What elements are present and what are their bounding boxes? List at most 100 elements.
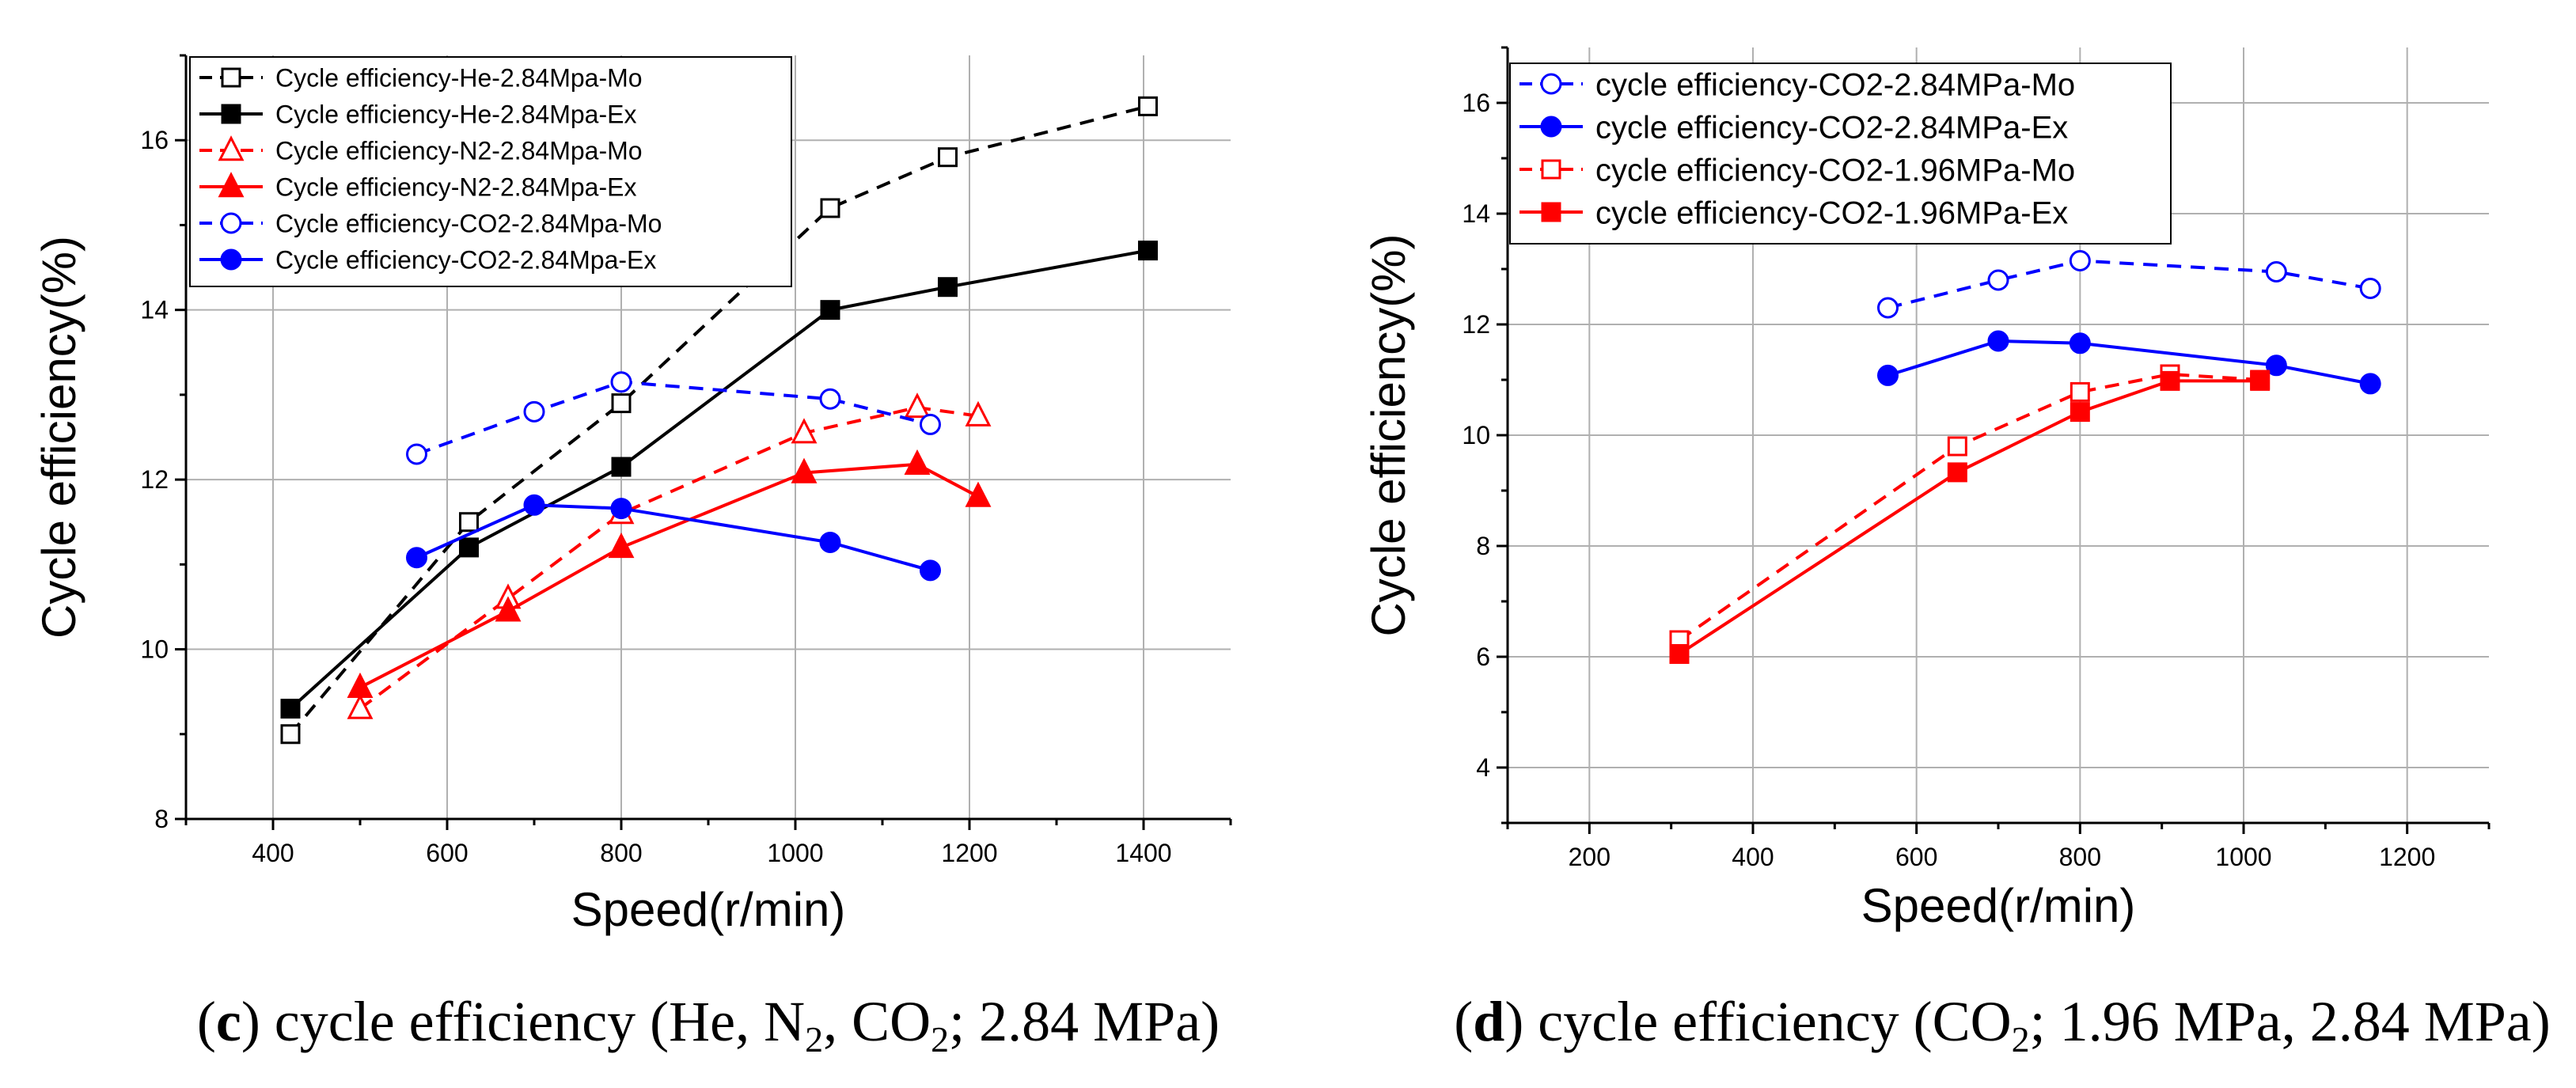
data-point xyxy=(820,198,840,218)
series-2 xyxy=(1877,330,2381,395)
x-tick-label: 1200 xyxy=(2379,843,2435,871)
series-line xyxy=(1887,259,2371,309)
y-tick-label: 14 xyxy=(1462,199,1490,228)
caption-subscript: 2 xyxy=(931,1019,949,1060)
data-point xyxy=(2359,278,2381,299)
series-5 xyxy=(406,371,941,465)
series-line xyxy=(359,405,979,711)
chart-d: 200 400 600 800 1000 1200 4 6 8 10 12 14 16 Speed(r/m… xyxy=(1362,46,2551,1060)
data-point xyxy=(920,559,941,582)
data-point xyxy=(1947,462,1967,483)
series-2 xyxy=(280,241,1158,719)
data-point xyxy=(819,531,841,553)
y-tick-label: 14 xyxy=(140,296,169,324)
legend-marker xyxy=(218,135,245,161)
data-point xyxy=(523,494,545,516)
legend-marker xyxy=(220,248,242,271)
x-tick-label: 600 xyxy=(1895,843,1937,871)
data-point xyxy=(610,371,632,393)
caption-text: ( xyxy=(1454,990,1473,1053)
data-point xyxy=(904,392,931,419)
x-tick-label: 1000 xyxy=(2215,843,2271,871)
x-tick-label: 400 xyxy=(1732,843,1774,871)
legend: cycle efficiency-CO2-2.84MPa-Mo cycle eff… xyxy=(1509,63,2172,245)
caption-subscript: 2 xyxy=(805,1019,823,1060)
data-point xyxy=(938,277,958,298)
data-point xyxy=(406,443,427,465)
x-tick-label: 800 xyxy=(600,839,642,867)
y-tick-label: 10 xyxy=(1462,421,1490,449)
y-tick-label: 12 xyxy=(140,465,169,494)
legend-marker xyxy=(220,212,242,234)
data-point xyxy=(2160,370,2180,391)
legend-label: cycle efficiency-CO2-2.84MPa-Mo xyxy=(1595,67,2075,102)
figure-caption: (d) cycle efficiency (CO2; 1.96 MPa, 2.8… xyxy=(1454,990,2550,1060)
caption-subscript: 2 xyxy=(2012,1019,2030,1060)
caption-text: ; 2.84 MPa) xyxy=(949,990,1220,1053)
caption-letter: d xyxy=(1473,990,1504,1053)
series-4 xyxy=(347,449,992,699)
x-tick-label: 600 xyxy=(426,839,468,867)
data-point xyxy=(819,388,841,410)
data-point xyxy=(1987,269,2009,291)
x-tick-label: 1000 xyxy=(767,839,823,867)
data-point xyxy=(2265,261,2287,282)
data-point xyxy=(495,596,522,622)
data-point xyxy=(2069,332,2091,354)
data-point xyxy=(2070,402,2090,423)
data-point xyxy=(280,724,301,745)
data-point xyxy=(280,699,301,719)
data-point xyxy=(2069,250,2091,271)
data-point xyxy=(791,418,818,444)
legend-box xyxy=(1509,63,2172,245)
data-point xyxy=(791,457,818,483)
data-point xyxy=(611,393,632,414)
caption-text: , CO xyxy=(823,990,931,1053)
data-point xyxy=(938,147,958,168)
y-tick-label: 12 xyxy=(1462,310,1490,339)
series-line xyxy=(289,248,1148,711)
legend-label: Cycle efficiency-CO2-2.84Mpa-Mo xyxy=(275,210,662,238)
series-1 xyxy=(1877,250,2381,319)
data-point xyxy=(611,457,632,477)
caption-text: ) cycle efficiency (He, N xyxy=(241,990,805,1053)
legend-label: Cycle efficiency-CO2-2.84Mpa-Ex xyxy=(275,246,656,275)
data-point xyxy=(610,498,632,520)
x-tick-label: 1400 xyxy=(1115,839,1171,867)
legend-label: Cycle efficiency-N2-2.84Mpa-Ex xyxy=(275,173,636,202)
caption-text: ) cycle efficiency (CO xyxy=(1504,990,2011,1053)
x-tick-label: 800 xyxy=(2059,843,2101,871)
x-tick-label: 200 xyxy=(1569,843,1610,871)
x-tick-label: 400 xyxy=(252,839,294,867)
data-point xyxy=(820,300,840,320)
data-point xyxy=(965,481,992,507)
legend-box xyxy=(189,56,792,287)
data-point xyxy=(2265,354,2287,377)
data-point xyxy=(1138,96,1158,116)
legend-label: Cycle efficiency-N2-2.84Mpa-Mo xyxy=(275,137,643,165)
caption-text: ( xyxy=(197,990,216,1053)
x-tick-label: 1200 xyxy=(941,839,997,867)
data-point xyxy=(1987,330,2009,352)
legend-marker xyxy=(1540,116,1562,138)
y-tick-label: 8 xyxy=(1476,532,1490,560)
data-point xyxy=(965,400,992,426)
series-1 xyxy=(280,96,1158,745)
legend-marker xyxy=(218,172,245,198)
y-axis-title: Cycle efficiency(%) xyxy=(32,236,85,639)
data-point xyxy=(904,449,931,476)
data-point xyxy=(459,537,479,558)
caption-letter: c xyxy=(216,990,241,1053)
legend-marker xyxy=(1540,73,1562,95)
chart-c: 400 600 800 1000 1200 1400 8 10 12 14 16 Speed(r/mi… xyxy=(32,54,1232,1060)
caption-text: ; 1.96 MPa, 2.84 MPa) xyxy=(2030,990,2551,1053)
legend-label: Cycle efficiency-He-2.84Mpa-Ex xyxy=(275,100,636,129)
figure-caption: (c) cycle efficiency (He, N2, CO2; 2.84 … xyxy=(197,990,1220,1060)
data-point xyxy=(459,512,479,533)
series-line xyxy=(1887,339,2371,385)
legend-label: cycle efficiency-CO2-2.84MPa-Ex xyxy=(1595,110,2068,145)
data-point xyxy=(608,533,635,559)
data-point xyxy=(1877,364,1899,386)
data-point xyxy=(347,693,374,719)
